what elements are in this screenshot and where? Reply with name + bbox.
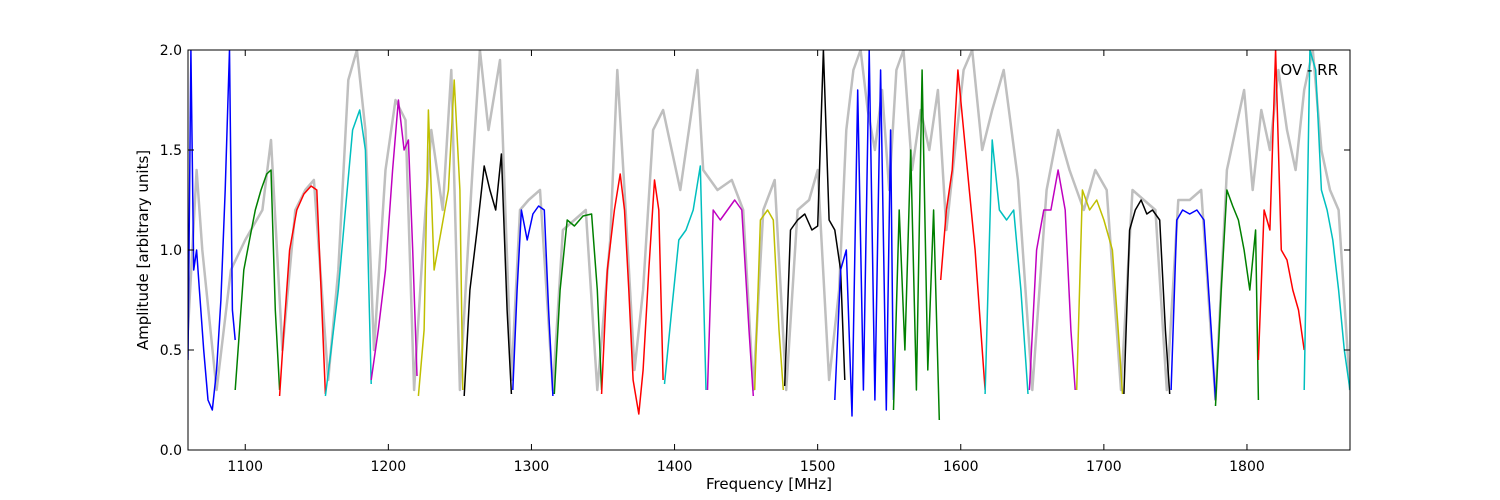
chart-annotation: OV - RR [1280,61,1338,79]
x-axis-label: Frequency [MHz] [706,475,832,493]
series-line-17 [939,69,986,391]
series-line-25 [1303,50,1350,391]
series-line-21 [1123,199,1171,395]
series-line-23 [1214,189,1260,407]
series-line-22 [1170,209,1217,401]
series-line-20 [1075,189,1124,395]
series-line-13 [753,209,785,391]
y-tick-label: 0.0 [160,443,182,459]
series-line-16 [892,69,941,421]
x-tick-label: 1100 [227,459,263,475]
series-line-14 [783,50,846,387]
series-line-8 [512,205,554,397]
background-series-line [188,50,1350,402]
x-tick-label: 1800 [1229,459,1265,475]
y-axis: 0.0 0.5 1.0 1.5 2.0 [160,43,1350,459]
y-tick-label: 2.0 [160,43,182,59]
series-line-12 [706,199,755,397]
series-line-15 [834,50,895,417]
plot-background [188,50,1350,450]
series-line-3 [278,185,327,397]
x-tick-label: 1200 [371,459,407,475]
x-tick-label: 1700 [1086,459,1122,475]
x-axis: 1100 1200 1300 1400 1500 1600 1700 1800 [227,50,1265,475]
y-tick-label: 1.5 [160,143,182,159]
series-line-19 [1028,169,1076,391]
x-tick-label: 1500 [800,459,836,475]
y-tick-label: 1.0 [160,243,182,259]
series-line-4 [324,109,372,397]
series-line-5 [370,99,418,381]
series-line-1 [188,50,236,411]
x-tick-label: 1300 [514,459,550,475]
x-tick-label: 1400 [657,459,693,475]
background-series [188,50,1350,402]
series-line-6 [417,79,464,397]
y-tick-label: 0.5 [160,343,182,359]
series-line-7 [463,153,513,397]
x-tick-label: 1600 [943,459,979,475]
series-line-9 [553,213,603,395]
series-line-11 [663,165,707,391]
series-line-18 [984,139,1029,395]
series-layer [188,50,1350,421]
series-line-10 [600,173,664,415]
series-line-2 [234,169,281,391]
series-line-24 [1257,50,1305,361]
y-axis-label: Amplitude [arbitrary units] [134,150,152,350]
